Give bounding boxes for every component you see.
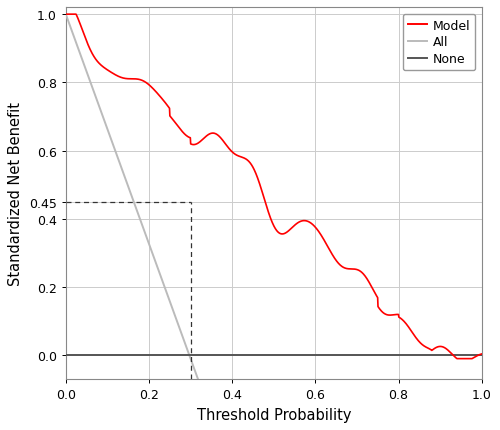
All bbox=[395, 387, 401, 392]
All bbox=[349, 387, 355, 392]
Model bbox=[282, 231, 288, 236]
All bbox=[246, 387, 252, 392]
None bbox=[63, 353, 69, 358]
All bbox=[63, 12, 69, 18]
Model bbox=[243, 157, 249, 163]
Model bbox=[133, 77, 139, 82]
All bbox=[478, 387, 484, 392]
None bbox=[231, 353, 237, 358]
X-axis label: Threshold Probability: Threshold Probability bbox=[196, 407, 351, 422]
Model bbox=[478, 351, 484, 356]
All bbox=[199, 387, 205, 392]
None bbox=[246, 353, 252, 358]
Y-axis label: Standardized Net Benefit: Standardized Net Benefit bbox=[8, 102, 24, 286]
None bbox=[394, 353, 400, 358]
All bbox=[232, 387, 237, 392]
Model bbox=[63, 12, 69, 18]
None bbox=[106, 353, 112, 358]
Model bbox=[118, 76, 124, 81]
All bbox=[388, 387, 394, 392]
Model bbox=[203, 135, 209, 140]
None bbox=[478, 353, 484, 358]
None bbox=[348, 353, 354, 358]
Line: All: All bbox=[66, 15, 482, 390]
Model bbox=[454, 356, 460, 361]
Line: Model: Model bbox=[66, 15, 482, 359]
All bbox=[106, 129, 112, 135]
Legend: Model, All, None: Model, All, None bbox=[403, 15, 475, 71]
None bbox=[387, 353, 393, 358]
Model bbox=[290, 224, 296, 230]
